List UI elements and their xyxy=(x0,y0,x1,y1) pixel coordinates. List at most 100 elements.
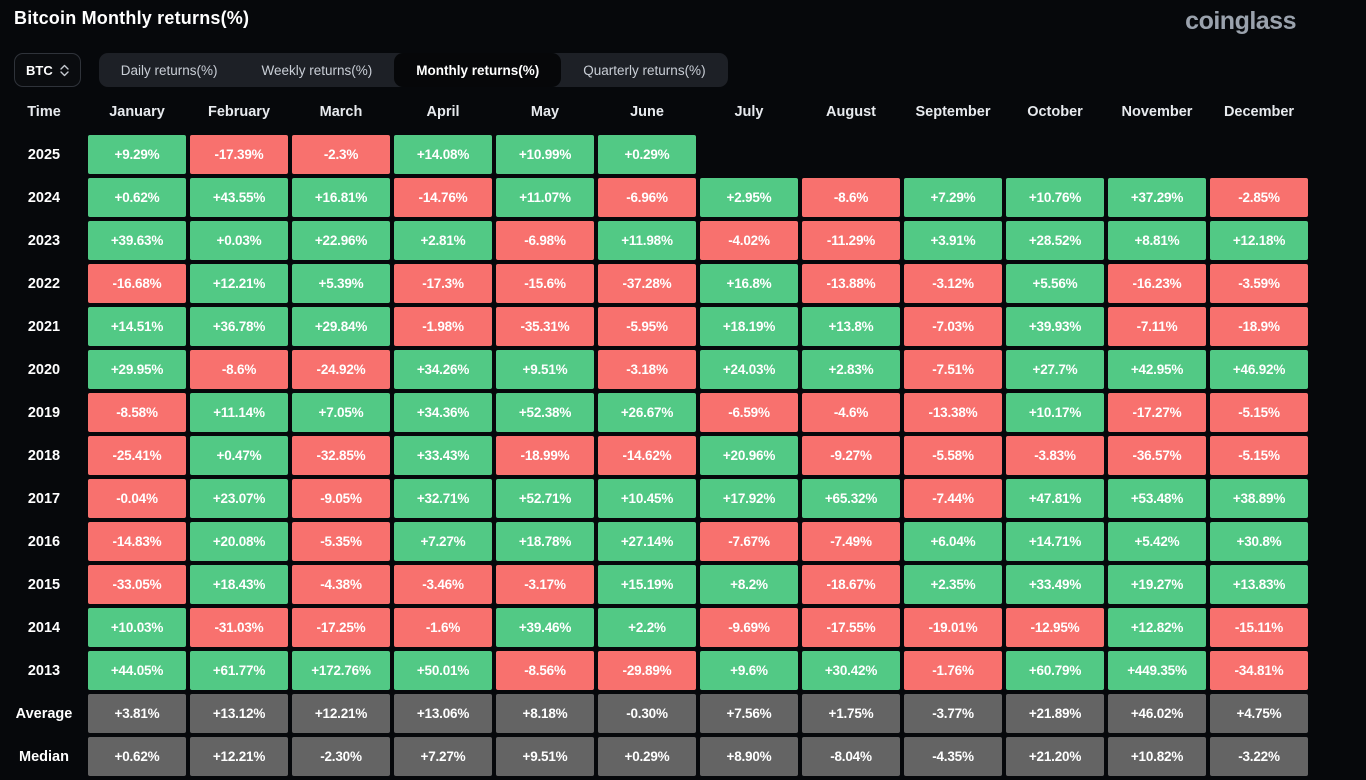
return-cell: -7.44% xyxy=(904,479,1002,518)
chevron-updown-icon xyxy=(60,64,69,77)
return-cell: +44.05% xyxy=(88,651,186,690)
month-header-december: December xyxy=(1223,103,1295,120)
return-cell: +18.43% xyxy=(190,565,288,604)
return-cell: -31.03% xyxy=(190,608,288,647)
month-header-september: September xyxy=(915,103,991,120)
return-cell: -8.58% xyxy=(88,393,186,432)
return-cell: +22.96% xyxy=(292,221,390,260)
return-cell: +9.51% xyxy=(496,350,594,389)
return-cell: +16.81% xyxy=(292,178,390,217)
return-cell: -13.38% xyxy=(904,393,1002,432)
return-cell: -17.25% xyxy=(292,608,390,647)
row-label-average: Average xyxy=(15,705,73,722)
month-header-may: May xyxy=(530,103,560,120)
return-cell: -9.05% xyxy=(292,479,390,518)
return-cell: +37.29% xyxy=(1108,178,1206,217)
row-label-2023: 2023 xyxy=(27,232,61,249)
return-cell: +27.14% xyxy=(598,522,696,561)
row-label-2025: 2025 xyxy=(27,146,61,163)
return-cell: +3.91% xyxy=(904,221,1002,260)
return-cell: +13.06% xyxy=(394,694,492,733)
return-cell: -6.96% xyxy=(598,178,696,217)
row-label-2019: 2019 xyxy=(27,404,61,421)
return-cell: +0.62% xyxy=(88,737,186,776)
return-cell: +2.35% xyxy=(904,565,1002,604)
return-cell: -37.28% xyxy=(598,264,696,303)
return-cell: +33.43% xyxy=(394,436,492,475)
return-cell: +9.6% xyxy=(700,651,798,690)
tab-monthly[interactable]: Monthly returns(%) xyxy=(394,53,562,87)
tab-quarterly[interactable]: Quarterly returns(%) xyxy=(583,62,706,78)
return-cell: -9.69% xyxy=(700,608,798,647)
return-cell: -16.23% xyxy=(1108,264,1206,303)
page-title: Bitcoin Monthly returns(%) xyxy=(14,8,250,28)
return-cell: +21.20% xyxy=(1006,737,1104,776)
return-cell: +29.84% xyxy=(292,307,390,346)
row-label-median: Median xyxy=(19,748,69,765)
return-cell: -4.02% xyxy=(700,221,798,260)
return-cell: +15.19% xyxy=(598,565,696,604)
return-cell: +3.81% xyxy=(88,694,186,733)
return-cell: -1.76% xyxy=(904,651,1002,690)
return-cell: +32.71% xyxy=(394,479,492,518)
return-cell: +29.95% xyxy=(88,350,186,389)
return-cell: -3.17% xyxy=(496,565,594,604)
return-cell: +7.56% xyxy=(700,694,798,733)
return-cell: -4.38% xyxy=(292,565,390,604)
return-cell: +8.90% xyxy=(700,737,798,776)
return-cell: +5.42% xyxy=(1108,522,1206,561)
controls-row: BTC Daily returns(%) Weekly returns(%) Mon… xyxy=(14,52,1366,88)
symbol-select[interactable]: BTC xyxy=(14,53,81,87)
return-cell: +50.01% xyxy=(394,651,492,690)
return-cell: -18.67% xyxy=(802,565,900,604)
return-cell: +60.79% xyxy=(1006,651,1104,690)
return-cell: -7.03% xyxy=(904,307,1002,346)
return-cell: -34.81% xyxy=(1210,651,1308,690)
return-cell: +30.8% xyxy=(1210,522,1308,561)
row-label-2016: 2016 xyxy=(27,533,61,550)
return-cell: -7.49% xyxy=(802,522,900,561)
return-cell: +1.75% xyxy=(802,694,900,733)
return-cell: +39.93% xyxy=(1006,307,1104,346)
return-cell: -3.22% xyxy=(1210,737,1308,776)
return-cell: -19.01% xyxy=(904,608,1002,647)
return-cell: -3.83% xyxy=(1006,436,1104,475)
return-cell: +14.51% xyxy=(88,307,186,346)
return-cell: +28.52% xyxy=(1006,221,1104,260)
empty-cell xyxy=(1210,135,1308,174)
row-label-2017: 2017 xyxy=(27,490,61,507)
return-cell: +65.32% xyxy=(802,479,900,518)
return-cell: -32.85% xyxy=(292,436,390,475)
return-cell: -7.67% xyxy=(700,522,798,561)
return-cell: -2.85% xyxy=(1210,178,1308,217)
return-cell: -3.12% xyxy=(904,264,1002,303)
returns-tabbar: Daily returns(%) Weekly returns(%) Monthly… xyxy=(98,53,728,87)
row-label-2020: 2020 xyxy=(27,361,61,378)
return-cell: +7.27% xyxy=(394,522,492,561)
empty-cell xyxy=(1006,135,1104,174)
return-cell: -8.56% xyxy=(496,651,594,690)
row-label-2015: 2015 xyxy=(27,576,61,593)
return-cell: +12.18% xyxy=(1210,221,1308,260)
row-label-2013: 2013 xyxy=(27,662,61,679)
return-cell: -0.30% xyxy=(598,694,696,733)
return-cell: +34.36% xyxy=(394,393,492,432)
empty-cell xyxy=(802,135,900,174)
return-cell: +52.38% xyxy=(496,393,594,432)
symbol-select-value: BTC xyxy=(26,62,53,78)
return-cell: +8.81% xyxy=(1108,221,1206,260)
tab-daily[interactable]: Daily returns(%) xyxy=(120,62,218,78)
month-header-april: April xyxy=(426,103,460,120)
return-cell: +13.8% xyxy=(802,307,900,346)
return-cell: -12.95% xyxy=(1006,608,1104,647)
return-cell: +23.07% xyxy=(190,479,288,518)
return-cell: +52.71% xyxy=(496,479,594,518)
month-header-june: June xyxy=(630,103,664,120)
empty-cell xyxy=(700,135,798,174)
return-cell: -7.11% xyxy=(1108,307,1206,346)
return-cell: -36.57% xyxy=(1108,436,1206,475)
tab-weekly[interactable]: Weekly returns(%) xyxy=(261,62,373,78)
return-cell: +11.98% xyxy=(598,221,696,260)
return-cell: -13.88% xyxy=(802,264,900,303)
return-cell: +26.67% xyxy=(598,393,696,432)
